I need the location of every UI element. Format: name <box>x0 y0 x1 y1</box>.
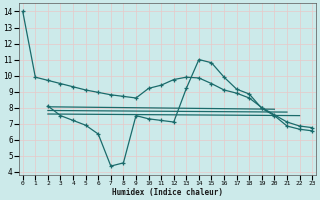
X-axis label: Humidex (Indice chaleur): Humidex (Indice chaleur) <box>112 188 223 197</box>
